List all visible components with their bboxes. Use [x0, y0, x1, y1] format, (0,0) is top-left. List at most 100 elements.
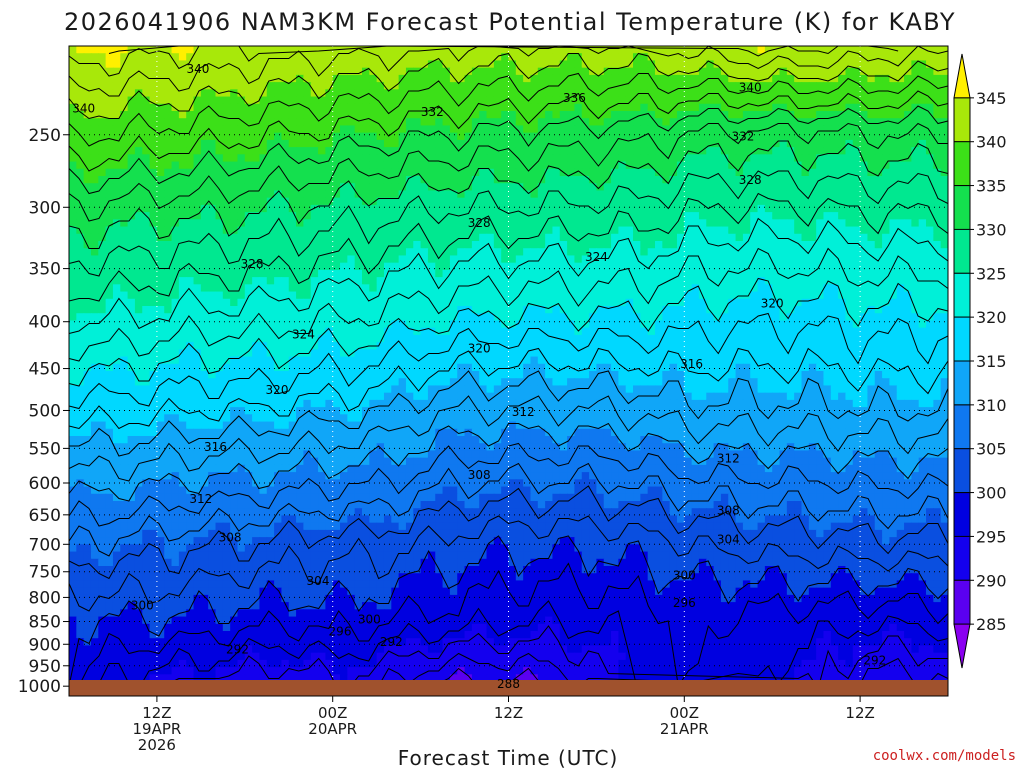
- contour-fill-cell: [449, 212, 458, 220]
- contour-fill-cell: [926, 219, 934, 228]
- contour-fill-cell: [640, 139, 649, 148]
- contour-fill-cell: [786, 334, 795, 343]
- contour-fill-cell: [823, 291, 832, 300]
- contour-fill-cell: [698, 248, 707, 257]
- contour-fill-cell: [676, 82, 685, 90]
- contour-fill-cell: [332, 139, 341, 148]
- contour-fill-cell: [501, 342, 510, 350]
- contour-fill-cell: [237, 60, 246, 69]
- contour-fill-cell: [457, 154, 466, 163]
- contour-fill-cell: [318, 248, 326, 257]
- contour-fill-cell: [545, 241, 554, 249]
- contour-fill-cell: [134, 190, 143, 199]
- contour-fill-cell: [149, 226, 158, 235]
- contour-fill-cell: [296, 190, 304, 199]
- contour-fill-cell: [801, 241, 810, 249]
- contour-fill-cell: [442, 176, 451, 184]
- contour-fill-cell: [830, 212, 839, 220]
- contour-fill-cell: [398, 320, 407, 329]
- contour-fill-cell: [325, 277, 334, 285]
- contour-fill-cell: [69, 197, 77, 206]
- contour-fill-cell: [830, 327, 839, 336]
- contour-fill-cell: [640, 118, 649, 127]
- contour-fill-cell: [874, 298, 883, 307]
- contour-fill-cell: [259, 219, 268, 228]
- contour-fill-cell: [98, 284, 107, 293]
- contour-fill-cell: [706, 168, 715, 177]
- contour-fill-cell: [266, 176, 275, 184]
- contour-fill-cell: [750, 139, 759, 148]
- contour-fill-cell: [926, 241, 934, 249]
- contour-fill-cell: [347, 139, 356, 148]
- contour-fill-cell: [742, 320, 751, 329]
- contour-fill-cell: [252, 190, 261, 199]
- contour-fill-cell: [98, 103, 107, 112]
- contour-fill-cell: [127, 168, 136, 177]
- contour-fill-cell: [713, 176, 722, 184]
- contour-fill-cell: [142, 277, 151, 285]
- contour-fill-cell: [779, 111, 788, 119]
- contour-fill-cell: [486, 291, 495, 300]
- contour-fill-cell: [611, 60, 619, 69]
- contour-fill-cell: [742, 176, 751, 184]
- contour-fill-cell: [779, 82, 788, 90]
- contour-fill-cell: [237, 298, 246, 307]
- contour-fill-cell: [90, 53, 99, 62]
- contour-fill-cell: [889, 132, 898, 141]
- contour-fill-cell: [112, 161, 121, 170]
- contour-fill-cell: [808, 154, 817, 163]
- contour-fill-cell: [896, 183, 905, 192]
- contour-fill-cell: [911, 161, 920, 170]
- contour-fill-cell: [684, 233, 693, 242]
- contour-fill-cell: [896, 197, 905, 206]
- contour-fill-cell: [801, 168, 810, 177]
- contour-fill-cell: [83, 111, 92, 119]
- contour-fill-cell: [296, 204, 304, 213]
- contour-fill-cell: [918, 298, 927, 307]
- contour-fill-cell: [867, 291, 876, 300]
- contour-fill-cell: [193, 111, 202, 119]
- contour-fill-cell: [296, 74, 304, 83]
- contour-fill-cell: [171, 306, 180, 314]
- contour-fill-cell: [896, 204, 905, 213]
- contour-fill-cell: [120, 327, 129, 336]
- contour-fill-cell: [794, 190, 803, 199]
- contour-fill-cell: [464, 327, 473, 336]
- contour-fill-cell: [918, 306, 927, 314]
- contour-fill-cell: [281, 342, 290, 350]
- contour-fill-cell: [332, 60, 341, 69]
- contour-fill-cell: [120, 204, 129, 213]
- contour-fill-cell: [398, 168, 407, 177]
- contour-fill-cell: [750, 233, 759, 242]
- contour-fill-cell: [779, 103, 788, 112]
- contour-fill-cell: [845, 89, 854, 98]
- contour-fill-cell: [120, 183, 129, 192]
- contour-fill-cell: [405, 67, 414, 76]
- contour-fill-cell: [237, 147, 246, 155]
- contour-fill-cell: [838, 103, 847, 112]
- contour-fill-cell: [222, 313, 231, 322]
- contour-fill-cell: [449, 255, 458, 264]
- contour-fill-cell: [655, 327, 663, 336]
- contour-fill-cell: [669, 139, 678, 148]
- contour-fill-cell: [376, 262, 385, 271]
- contour-fill-cell: [559, 176, 568, 184]
- contour-fill-cell: [449, 241, 458, 249]
- contour-fill-cell: [200, 96, 209, 105]
- contour-fill-cell: [134, 53, 143, 62]
- contour-fill-cell: [449, 53, 458, 62]
- contour-fill-cell: [808, 298, 817, 307]
- contour-fill-cell: [376, 248, 385, 257]
- contour-fill-cell: [215, 342, 224, 350]
- contour-fill-cell: [442, 197, 451, 206]
- contour-fill-cell: [698, 233, 707, 242]
- contour-fill-cell: [149, 111, 158, 119]
- contour-fill-cell: [442, 320, 451, 329]
- contour-fill-cell: [874, 118, 883, 127]
- contour-fill-cell: [698, 118, 707, 127]
- contour-fill-cell: [640, 334, 649, 343]
- contour-fill-cell: [259, 313, 268, 322]
- contour-fill-cell: [296, 248, 304, 257]
- contour-fill-cell: [545, 226, 554, 235]
- contour-fill-cell: [215, 313, 224, 322]
